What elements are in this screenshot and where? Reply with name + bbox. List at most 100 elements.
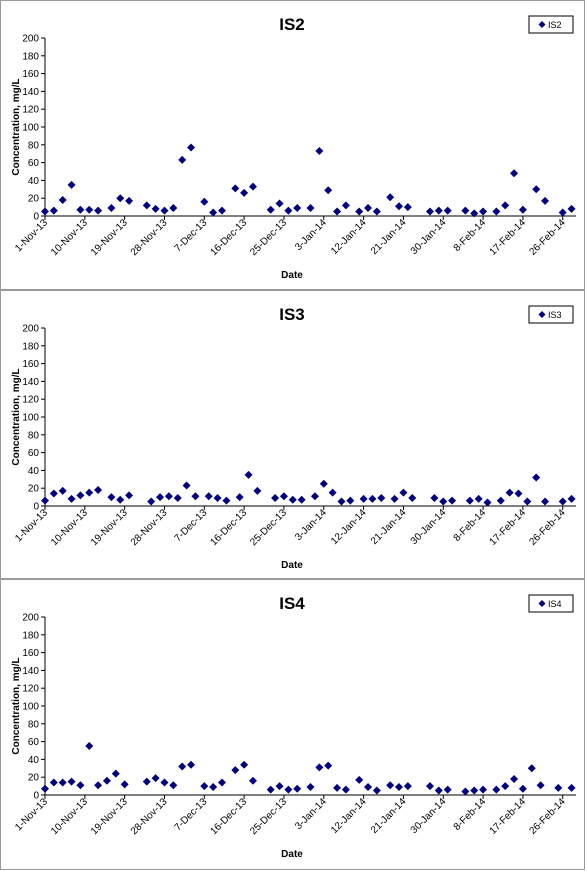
- y-tick-label: 200: [22, 324, 39, 335]
- data-point: [306, 203, 315, 212]
- x-tick-label: 26-Feb-14: [527, 796, 568, 837]
- chart-panel-is3: IS3 0 20 40 60 80 100 120 140 160 180 200 1-Nov-13 10…: [0, 290, 585, 579]
- data-point: [425, 782, 434, 791]
- data-point: [235, 493, 244, 502]
- chart-panel-is4: IS4 0 20 40 60 80 100 120 140 160 180 200 1-Nov-13 10…: [0, 579, 585, 870]
- x-tick-label: 28-Nov-13: [129, 217, 170, 258]
- data-point: [434, 206, 443, 215]
- data-point: [479, 207, 488, 216]
- data-point: [248, 776, 257, 785]
- legend-marker: [538, 311, 546, 318]
- y-tick-label: 100: [22, 413, 39, 424]
- y-tick-label: 180: [22, 51, 39, 62]
- y-tick-label: 140: [22, 377, 39, 388]
- data-point: [200, 782, 209, 791]
- y-tick-label: 120: [22, 105, 39, 116]
- data-point: [465, 496, 474, 505]
- x-tick-label: 1-Nov-13: [13, 796, 50, 833]
- x-tick-label: 7-Dec-13: [173, 217, 210, 254]
- data-point: [364, 203, 373, 212]
- y-tick-label: 180: [22, 341, 39, 352]
- legend: IS3: [528, 305, 574, 324]
- data-point: [470, 786, 479, 795]
- data-point: [315, 763, 324, 772]
- data-point: [333, 783, 342, 792]
- data-point: [248, 182, 257, 191]
- y-tick-label: 160: [22, 69, 39, 80]
- x-tick-label: 1-Nov-13: [13, 217, 50, 254]
- y-tick-label: 120: [22, 684, 39, 695]
- data-point: [76, 491, 85, 500]
- chart-is4: IS4 0 20 40 60 80 100 120 140 160 180 200 1-Nov-13 10…: [11, 594, 576, 860]
- data-point: [240, 760, 249, 769]
- x-tick-label: 28-Nov-13: [129, 507, 170, 548]
- data-point: [470, 209, 479, 218]
- y-axis-title: Concentration, mg/L: [11, 78, 22, 175]
- data-point: [492, 785, 501, 794]
- x-tick-label: 26-Feb-14: [527, 217, 568, 258]
- x-tick-label: 25-Dec-13: [248, 217, 289, 258]
- data-point: [558, 497, 567, 506]
- data-point: [253, 486, 262, 495]
- data-point: [160, 778, 169, 787]
- x-tick-label: 1-Nov-13: [13, 507, 50, 544]
- data-point: [271, 493, 280, 502]
- data-point: [293, 203, 302, 212]
- data-point: [341, 785, 350, 794]
- data-point: [328, 488, 337, 497]
- y-tick-label: 40: [28, 176, 40, 187]
- data-point: [324, 761, 333, 770]
- data-point: [178, 762, 187, 771]
- data-point: [85, 742, 94, 751]
- legend: IS2: [528, 15, 574, 34]
- data-point: [160, 206, 169, 215]
- x-tick-label: 30-Jan-14: [409, 796, 449, 836]
- data-point: [474, 494, 483, 503]
- data-point: [425, 207, 434, 216]
- data-point: [558, 208, 567, 217]
- x-tick-label: 3-Jan-14: [293, 217, 329, 253]
- data-point: [49, 206, 58, 215]
- data-point: [209, 208, 218, 217]
- data-point: [288, 495, 297, 504]
- data-point: [240, 188, 249, 197]
- data-point: [443, 785, 452, 794]
- y-tick-label: 0: [33, 791, 39, 802]
- data-point: [218, 778, 226, 787]
- data-point: [403, 203, 412, 212]
- data-point: [386, 193, 395, 202]
- data-point: [178, 155, 187, 164]
- data-point: [58, 778, 67, 787]
- data-point: [492, 207, 501, 216]
- chart-panel-is2: IS2 0 20 40 60 80 100 120 140 160 180 200 1-Nov-13 10…: [0, 0, 585, 290]
- x-axis-title: Date: [281, 560, 303, 571]
- x-tick-label: 16-Dec-13: [208, 796, 249, 837]
- data-point: [279, 492, 288, 501]
- data-point: [49, 778, 58, 787]
- x-tick-label: 8-Feb-14: [452, 796, 489, 833]
- x-tick-label: 12-Jan-14: [329, 796, 369, 836]
- data-point: [94, 781, 103, 790]
- data-point: [532, 185, 541, 194]
- y-tick-label: 180: [22, 630, 39, 641]
- y-tick-label: 160: [22, 359, 39, 370]
- data-point: [443, 206, 452, 215]
- x-tick-label: 21-Jan-14: [369, 217, 409, 257]
- data-point: [67, 494, 76, 503]
- data-point: [169, 781, 178, 790]
- data-point: [501, 782, 510, 791]
- data-point: [430, 493, 439, 502]
- data-point: [532, 473, 541, 482]
- x-tick-label: 10-Nov-13: [49, 796, 90, 837]
- x-tick-label: 10-Nov-13: [49, 217, 90, 258]
- data-point: [395, 782, 403, 791]
- data-point: [483, 498, 492, 507]
- x-tick-label: 16-Dec-13: [208, 217, 249, 258]
- data-point: [368, 494, 377, 503]
- x-tick-label: 19-Nov-13: [89, 796, 130, 837]
- x-tick-label: 21-Jan-14: [369, 796, 409, 836]
- data-point: [337, 497, 346, 506]
- data-point: [346, 496, 355, 505]
- data-point: [510, 774, 519, 783]
- data-point: [293, 784, 302, 793]
